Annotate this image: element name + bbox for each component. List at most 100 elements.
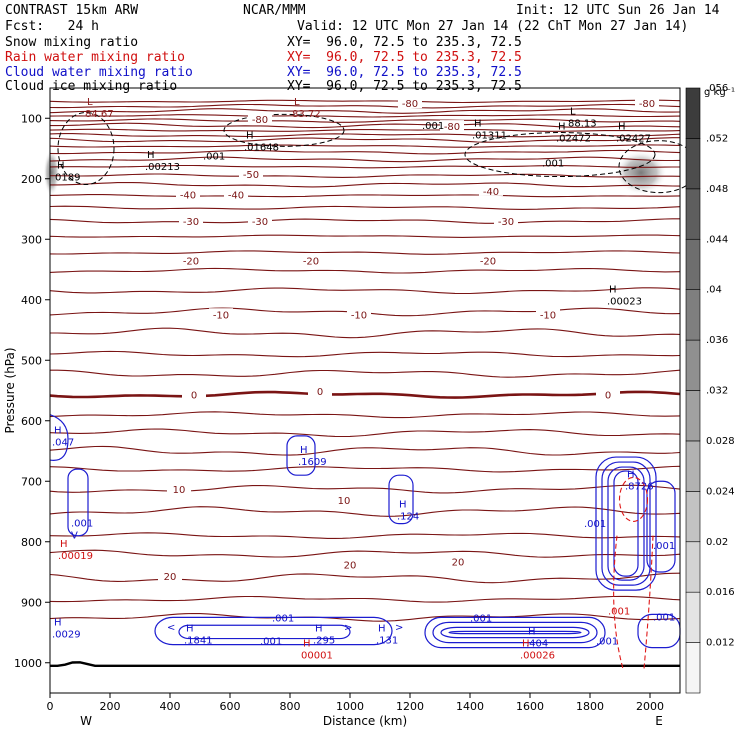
center-name: NCAR/MMM bbox=[243, 3, 306, 18]
isotherm-line bbox=[49, 234, 681, 238]
extremum-marker: H bbox=[315, 624, 323, 635]
x-tick-label: 400 bbox=[160, 700, 181, 713]
isotherm-line bbox=[49, 149, 681, 155]
colorbar-segment bbox=[685, 491, 701, 543]
isotherm-label: -30 bbox=[252, 217, 268, 228]
isotherm-line bbox=[49, 411, 681, 419]
extremum-marker: H bbox=[378, 624, 386, 635]
label-background bbox=[158, 570, 182, 582]
isotherm-label: 10 bbox=[338, 496, 351, 507]
label-background bbox=[536, 308, 560, 320]
extremum-marker: H bbox=[57, 161, 65, 172]
isotherm-line bbox=[49, 128, 681, 132]
extremum-value: 00001 bbox=[301, 651, 333, 662]
contour-label-layer: -80 -80 -80 -80 -50 -40 -40 -40 -30 -30 -30 -20 -20 -… bbox=[52, 97, 675, 662]
isotherm-label: -30 bbox=[183, 217, 199, 228]
y-tick-label: 500 bbox=[21, 354, 42, 367]
contour-value-label: < bbox=[167, 623, 175, 634]
label-background bbox=[239, 167, 263, 179]
extremum-value: .1841 bbox=[184, 636, 213, 647]
colorbar-segment bbox=[685, 339, 701, 391]
isotherm-line bbox=[50, 369, 681, 378]
extremum-value: 84.67 bbox=[85, 109, 114, 120]
isotherm-line bbox=[50, 327, 681, 339]
isotherm-label: 0 bbox=[191, 391, 197, 402]
contour-value-label: .001 bbox=[203, 151, 225, 162]
cloud-water-contour bbox=[601, 461, 651, 586]
x-tick-label: 600 bbox=[220, 700, 241, 713]
colorbar-layer: 0.012 0.016 0.02 0.024 0.028 .032 .036 .04 .044.… bbox=[685, 83, 735, 694]
isotherm-line bbox=[49, 133, 681, 138]
isotherm-label: -80 bbox=[639, 99, 655, 110]
colorbar-label: .056 bbox=[706, 83, 728, 94]
extremum-value: .00026 bbox=[520, 651, 555, 662]
extremum-marker: H bbox=[627, 469, 635, 480]
extremum-value: 88.13 bbox=[568, 118, 597, 129]
cloud-water-contour bbox=[154, 616, 393, 646]
label-background bbox=[248, 215, 272, 227]
rain-contour bbox=[643, 535, 654, 669]
label-background bbox=[476, 254, 500, 266]
west-label: W bbox=[80, 714, 92, 728]
isotherm-line bbox=[49, 549, 681, 558]
snow-shading-layer bbox=[43, 148, 667, 197]
colorbar-segment bbox=[685, 289, 701, 341]
extremum-value: .00023 bbox=[607, 297, 642, 308]
colorbar-label: 0.028 bbox=[706, 436, 735, 447]
isotherm-line bbox=[49, 572, 681, 584]
extremum-value: .047 bbox=[52, 438, 74, 449]
extremum-value: .00019 bbox=[58, 551, 93, 562]
contour-value-label: .001 bbox=[542, 159, 564, 170]
isotherm-label: -80 bbox=[402, 99, 418, 110]
isotherm-label: 20 bbox=[164, 572, 177, 583]
isotherm-line bbox=[49, 156, 681, 163]
label-background bbox=[182, 388, 206, 400]
isotherm-label: 0 bbox=[605, 391, 611, 402]
isotherm-line bbox=[50, 122, 681, 129]
y-tick-label: 900 bbox=[21, 596, 42, 609]
label-background bbox=[248, 112, 272, 124]
isotherm-label: -30 bbox=[498, 217, 514, 228]
extremum-value: .01311 bbox=[472, 130, 507, 141]
isotherm-label: -20 bbox=[183, 256, 199, 267]
cloud-water-contour bbox=[286, 435, 316, 476]
extremum-marker: H bbox=[522, 639, 530, 650]
colorbar-segment bbox=[685, 87, 701, 139]
y-tick-label: 300 bbox=[21, 233, 42, 246]
cloud-water-contour bbox=[646, 480, 676, 573]
isotherm-label: -40 bbox=[228, 190, 244, 201]
colorbar-unit: g kg⁻¹ bbox=[704, 87, 735, 98]
isotherm-line bbox=[49, 250, 681, 255]
isotherm-line bbox=[50, 181, 681, 188]
extremum-marker: H bbox=[528, 627, 536, 638]
extremum-marker: H bbox=[54, 426, 62, 437]
extremum-marker: H bbox=[54, 617, 62, 628]
extremum-marker: H bbox=[558, 121, 566, 132]
contour-value-label: .001 bbox=[608, 606, 630, 617]
isotherm-line bbox=[49, 267, 681, 274]
isotherm-line bbox=[49, 428, 681, 438]
x-tick-label: 1400 bbox=[456, 700, 484, 713]
label-background bbox=[176, 188, 200, 200]
temperature-contour-layer bbox=[49, 99, 681, 667]
extremum-value: 83.72 bbox=[292, 109, 321, 120]
isotherm-line bbox=[49, 118, 681, 123]
isotherm-label: 20 bbox=[344, 561, 357, 572]
cloud-water-contour bbox=[388, 474, 414, 525]
cloud-water-contour bbox=[178, 624, 351, 640]
colorbar-label: .044 bbox=[706, 234, 728, 245]
extremum-value: .8726 bbox=[625, 481, 654, 492]
extremum-value: .0029 bbox=[52, 629, 81, 640]
y-tick-label: 700 bbox=[21, 475, 42, 488]
field-name-snow: Snow mixing ratio bbox=[5, 35, 139, 50]
isotherm-line bbox=[49, 137, 680, 143]
model-title: CONTRAST 15km ARW bbox=[5, 3, 139, 18]
colorbar-segment bbox=[685, 390, 701, 442]
extremum-value: .01648 bbox=[244, 142, 279, 153]
ice-contour bbox=[57, 112, 115, 185]
y-tick-label: 600 bbox=[21, 415, 42, 428]
x-tick-label: 1800 bbox=[576, 700, 604, 713]
cloud-water-contour bbox=[613, 470, 639, 577]
extremum-marker: L bbox=[87, 97, 93, 108]
